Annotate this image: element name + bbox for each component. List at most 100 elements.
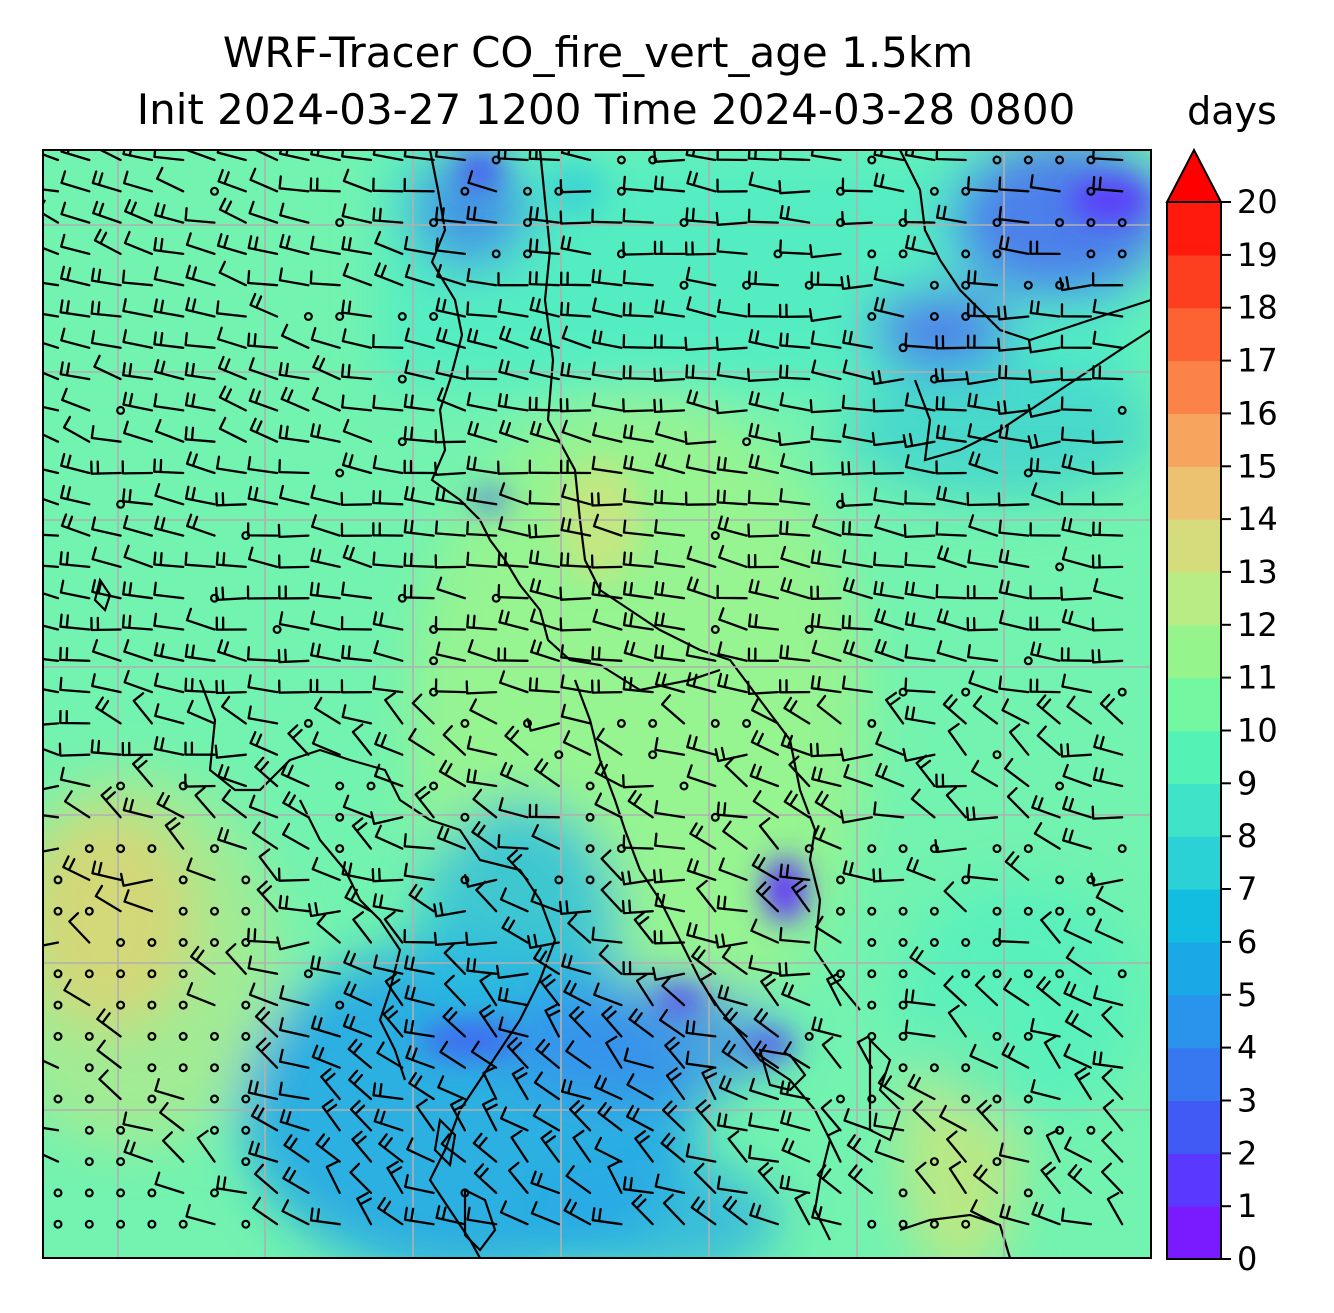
wind-barb — [943, 975, 967, 1007]
wind-barb — [560, 703, 592, 725]
wind-barb — [594, 760, 623, 788]
wind-barb — [122, 150, 154, 162]
wind-barb — [435, 486, 467, 506]
wind-barb — [686, 389, 717, 412]
wind-barb — [1090, 872, 1124, 887]
wind-barb — [153, 515, 185, 537]
wind-barb — [1091, 805, 1124, 820]
wind-barb — [1091, 491, 1124, 506]
wind-barb — [779, 204, 811, 224]
wind-barb — [526, 717, 560, 732]
calm-marker — [1023, 1188, 1033, 1198]
wind-barb — [904, 551, 936, 569]
wind-barb — [716, 456, 748, 475]
wind-barb — [278, 1017, 310, 1038]
colorbar-segment — [1167, 413, 1221, 467]
wind-barb — [826, 1129, 842, 1163]
wind-barb — [884, 691, 905, 725]
field-spot-mid — [472, 490, 508, 510]
wind-barb — [998, 548, 1030, 569]
wind-barb — [998, 675, 1030, 694]
wind-barb — [316, 913, 341, 944]
wind-barb — [997, 492, 1030, 507]
wind-barb — [435, 1205, 467, 1226]
wind-barb — [278, 424, 310, 443]
wind-barb — [967, 863, 999, 882]
wind-barb — [43, 1140, 60, 1163]
wind-barb — [968, 514, 999, 537]
wind-barb — [467, 639, 498, 662]
wind-barb — [466, 520, 498, 537]
colorbar-segment — [1167, 571, 1221, 626]
wind-barb — [310, 326, 341, 349]
wind-barb — [465, 680, 498, 695]
wind-barb — [591, 361, 623, 381]
colorbar-segment — [1167, 889, 1221, 943]
wind-barb — [95, 696, 122, 725]
wind-barb — [376, 1041, 404, 1069]
wind-barb — [1004, 851, 1030, 882]
calm-marker — [1086, 218, 1096, 228]
wind-barb — [378, 1133, 404, 1163]
wind-barb — [497, 551, 529, 569]
calm-marker — [898, 343, 908, 353]
wind-barb — [841, 210, 873, 226]
wind-barb — [1006, 787, 1030, 819]
wind-barb — [370, 811, 404, 826]
wind-barb — [778, 962, 811, 977]
calm-marker — [335, 468, 345, 478]
calm-marker — [84, 969, 94, 979]
wind-barb — [843, 1108, 873, 1132]
wind-barb — [1030, 641, 1061, 662]
wind-barb — [567, 913, 592, 944]
wind-barb — [972, 1164, 999, 1195]
calm-marker — [961, 186, 971, 196]
wind-barb — [622, 241, 654, 256]
wind-barb — [372, 454, 404, 475]
wind-barb — [277, 867, 310, 882]
wind-barb — [122, 391, 154, 412]
calm-marker — [53, 1188, 63, 1198]
wind-barb — [309, 581, 341, 600]
wind-barb — [342, 794, 373, 819]
wind-barb — [404, 1173, 435, 1195]
wind-barb — [809, 742, 842, 758]
calm-marker — [53, 1000, 63, 1010]
wind-barb — [123, 639, 154, 662]
wind-barb — [184, 392, 216, 412]
wind-barb — [841, 460, 873, 476]
colorbar-tick-label: 1 — [1237, 1187, 1257, 1225]
wind-barb — [997, 337, 1030, 352]
colorbar-tick-label: 2 — [1237, 1134, 1257, 1172]
wind-barb — [58, 742, 91, 757]
wind-barb — [434, 678, 467, 694]
wind-barb — [598, 944, 623, 975]
calm-marker — [992, 750, 1002, 760]
wind-barb — [372, 954, 404, 975]
calm-marker — [867, 155, 877, 165]
wind-barb — [561, 325, 592, 349]
wind-barb — [531, 824, 560, 850]
calm-marker — [116, 1188, 126, 1198]
wind-barb — [1063, 981, 1093, 1007]
wind-barb — [591, 926, 623, 944]
wind-barb — [621, 899, 654, 915]
coastline-north-2 — [538, 150, 861, 1011]
wind-barb — [497, 647, 529, 662]
wind-barb — [1029, 240, 1061, 256]
wind-barb — [561, 419, 592, 443]
wind-barb — [716, 238, 748, 256]
wind-barb — [998, 579, 1030, 600]
wind-barb — [1094, 918, 1124, 944]
wind-barb — [690, 1196, 717, 1226]
wind-barb — [466, 1206, 498, 1226]
calm-marker — [898, 844, 908, 854]
wind-barb — [714, 933, 748, 949]
wind-barb — [499, 1106, 529, 1132]
wind-barb — [998, 424, 1030, 443]
wind-barb — [811, 639, 842, 662]
map-gridlines — [43, 150, 1151, 1258]
wind-barb — [495, 964, 529, 979]
wind-barb — [747, 553, 780, 569]
calm-marker — [335, 812, 345, 822]
